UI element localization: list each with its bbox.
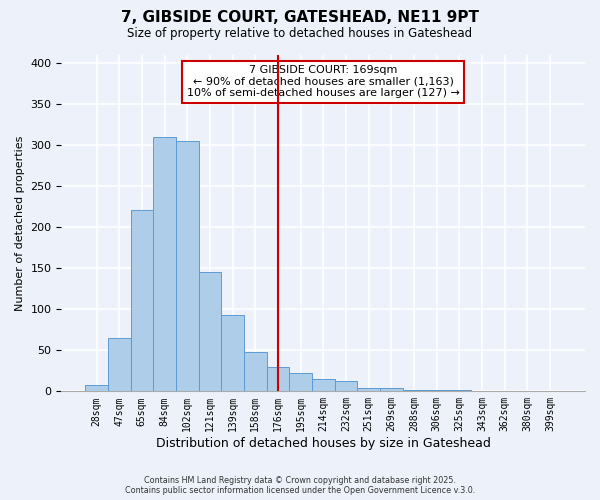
Bar bbox=[199, 272, 221, 392]
Text: Contains HM Land Registry data © Crown copyright and database right 2025.
Contai: Contains HM Land Registry data © Crown c… bbox=[125, 476, 475, 495]
Bar bbox=[85, 385, 108, 392]
Y-axis label: Number of detached properties: Number of detached properties bbox=[15, 136, 25, 311]
Bar bbox=[131, 210, 153, 392]
Bar bbox=[403, 390, 425, 392]
Bar bbox=[380, 388, 403, 392]
Bar bbox=[539, 390, 561, 392]
Bar bbox=[425, 390, 448, 392]
Text: Size of property relative to detached houses in Gateshead: Size of property relative to detached ho… bbox=[127, 28, 473, 40]
Text: 7, GIBSIDE COURT, GATESHEAD, NE11 9PT: 7, GIBSIDE COURT, GATESHEAD, NE11 9PT bbox=[121, 10, 479, 25]
Bar bbox=[221, 315, 244, 392]
Bar bbox=[176, 141, 199, 392]
Bar bbox=[470, 390, 493, 392]
Bar bbox=[516, 390, 539, 392]
Bar bbox=[108, 338, 131, 392]
Bar bbox=[448, 390, 470, 392]
Bar bbox=[493, 390, 516, 392]
Bar bbox=[153, 137, 176, 392]
Bar bbox=[244, 352, 266, 392]
Bar bbox=[266, 366, 289, 392]
Text: 7 GIBSIDE COURT: 169sqm
← 90% of detached houses are smaller (1,163)
10% of semi: 7 GIBSIDE COURT: 169sqm ← 90% of detache… bbox=[187, 65, 460, 98]
Bar bbox=[289, 374, 312, 392]
X-axis label: Distribution of detached houses by size in Gateshead: Distribution of detached houses by size … bbox=[156, 437, 491, 450]
Bar bbox=[335, 382, 357, 392]
Bar bbox=[357, 388, 380, 392]
Bar bbox=[312, 379, 335, 392]
